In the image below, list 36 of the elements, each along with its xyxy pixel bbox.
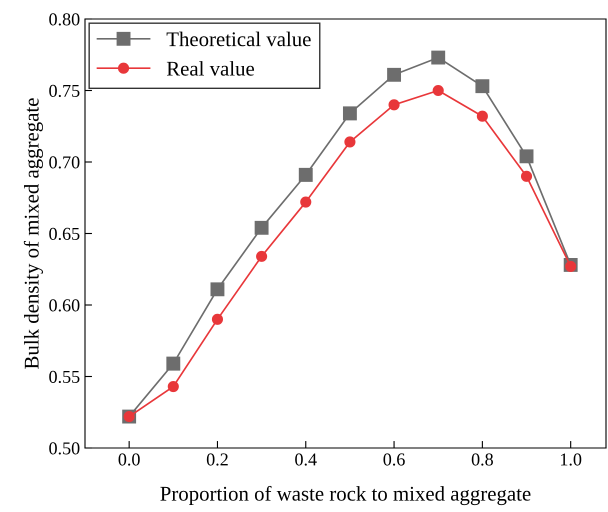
x-axis-title: Proportion of waste rock to mixed aggregate — [160, 486, 530, 506]
point — [254, 220, 269, 235]
y-axis-title: Bulk density of mixed aggregate — [24, 98, 43, 369]
point — [432, 84, 444, 96]
point — [212, 314, 224, 325]
point — [342, 106, 357, 120]
x-tick-label: 0.2 — [206, 453, 228, 466]
point — [520, 149, 534, 164]
point — [431, 50, 446, 65]
y-tick-label: 0.60 — [49, 299, 80, 312]
point — [388, 99, 400, 110]
y-tick-label: 0.50 — [49, 442, 80, 455]
legend-label: Theoretical value — [166, 32, 311, 46]
y-tick-label: 0.75 — [49, 84, 80, 98]
point — [476, 110, 488, 122]
point — [300, 196, 312, 208]
x-tick-label: 0.4 — [295, 453, 317, 466]
x-tick-label: 0.8 — [472, 453, 493, 466]
point — [344, 136, 356, 148]
x-tick-label: 1.0 — [560, 453, 582, 466]
legend-label: Real value — [166, 61, 254, 76]
y-tick-label: 0.80 — [49, 13, 80, 26]
point — [210, 282, 224, 296]
point — [256, 250, 268, 262]
point — [520, 170, 532, 182]
x-tick-label: 0.6 — [383, 453, 405, 466]
x-tick-label: 0.0 — [118, 453, 140, 466]
point — [168, 380, 179, 392]
y-tick-label: 0.55 — [49, 370, 80, 384]
point — [298, 168, 313, 182]
y-tick-label: 0.70 — [49, 156, 80, 169]
point — [475, 79, 490, 94]
point — [166, 356, 180, 371]
point — [565, 260, 576, 272]
y-tick-label: 0.65 — [49, 228, 80, 240]
point — [387, 68, 402, 82]
